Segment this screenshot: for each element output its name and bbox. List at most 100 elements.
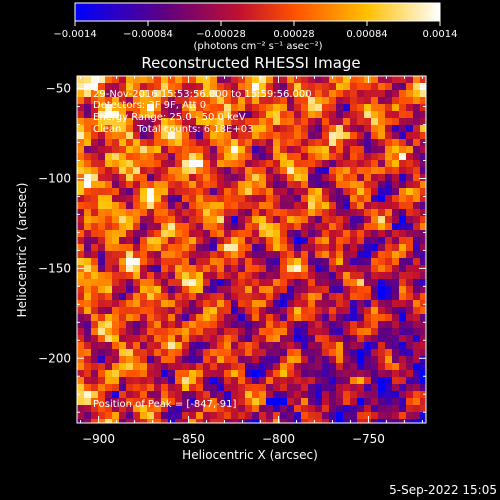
heatmap-cell [210, 223, 217, 230]
heatmap-cell [203, 314, 210, 321]
heatmap-cell [378, 293, 385, 300]
heatmap-cell [147, 216, 154, 223]
heatmap-cell [406, 195, 413, 202]
heatmap-cell [189, 398, 196, 405]
heatmap-cell [364, 328, 371, 335]
heatmap-cell [378, 181, 385, 188]
heatmap-cell [168, 132, 175, 139]
heatmap-cell [217, 363, 224, 370]
heatmap-cell [413, 314, 420, 321]
heatmap-cell [294, 216, 301, 223]
heatmap-cell [287, 104, 294, 111]
heatmap-cell [105, 321, 112, 328]
heatmap-cell [343, 405, 350, 412]
heatmap-cell [119, 174, 126, 181]
heatmap-cell [133, 321, 140, 328]
heatmap-cell [259, 223, 266, 230]
heatmap-cell [217, 111, 224, 118]
heatmap-cell [287, 265, 294, 272]
heatmap-cell [224, 349, 231, 356]
heatmap-cell [140, 412, 147, 419]
heatmap-cell [273, 111, 280, 118]
heatmap-cell [364, 174, 371, 181]
heatmap-cell [196, 405, 203, 412]
heatmap-cell [294, 293, 301, 300]
heatmap-cell [420, 111, 426, 118]
heatmap-cell [119, 405, 126, 412]
heatmap-cell [245, 265, 252, 272]
heatmap-cell [77, 349, 84, 356]
heatmap-cell [287, 76, 294, 83]
heatmap-cell [154, 377, 161, 384]
heatmap-cell [413, 118, 420, 125]
heatmap-cell [329, 286, 336, 293]
heatmap-cell [280, 251, 287, 258]
heatmap-cell [154, 419, 161, 423]
heatmap-cell [343, 300, 350, 307]
heatmap-cell [112, 125, 119, 132]
heatmap-cell [266, 342, 273, 349]
heatmap-cell [238, 286, 245, 293]
heatmap-cell [308, 279, 315, 286]
heatmap-cell [84, 230, 91, 237]
heatmap-cell [413, 286, 420, 293]
heatmap-cell [350, 272, 357, 279]
heatmap-cell [259, 370, 266, 377]
heatmap-cell [189, 356, 196, 363]
heatmap-cell [175, 153, 182, 160]
heatmap-cell [392, 286, 399, 293]
heatmap-cell [147, 146, 154, 153]
heatmap-cell [294, 153, 301, 160]
heatmap-cell [315, 202, 322, 209]
heatmap-cell [371, 370, 378, 377]
heatmap-cell [301, 384, 308, 391]
heatmap-cell [273, 83, 280, 90]
heatmap-cell [357, 111, 364, 118]
heatmap-cell [413, 125, 420, 132]
heatmap-cell [392, 125, 399, 132]
heatmap-cell [119, 356, 126, 363]
heatmap-cell [350, 286, 357, 293]
heatmap-cell [329, 153, 336, 160]
heatmap-cell [196, 118, 203, 125]
heatmap-cell [371, 258, 378, 265]
heatmap-cell [147, 104, 154, 111]
heatmap-cell [112, 328, 119, 335]
heatmap-cell [385, 258, 392, 265]
heatmap-cell [245, 83, 252, 90]
heatmap-cell [385, 251, 392, 258]
heatmap-cell [77, 300, 84, 307]
heatmap-cell [259, 335, 266, 342]
heatmap-cell [210, 307, 217, 314]
heatmap-cell [294, 251, 301, 258]
heatmap-cell [245, 139, 252, 146]
heatmap-cell [273, 146, 280, 153]
heatmap-cell [287, 398, 294, 405]
heatmap-cell [91, 209, 98, 216]
heatmap-cell [231, 356, 238, 363]
heatmap-cell [175, 146, 182, 153]
heatmap-cell [315, 90, 322, 97]
heatmap-cell [301, 132, 308, 139]
heatmap-cell [280, 363, 287, 370]
heatmap-cell [371, 244, 378, 251]
heatmap-cell [77, 195, 84, 202]
heatmap-cell [357, 118, 364, 125]
heatmap-cell [357, 251, 364, 258]
heatmap-cell [175, 279, 182, 286]
heatmap-cell [385, 244, 392, 251]
heatmap-cell [238, 265, 245, 272]
heatmap-cell [343, 216, 350, 223]
heatmap-cell [217, 139, 224, 146]
heatmap-cell [378, 167, 385, 174]
heatmap-cell [392, 153, 399, 160]
heatmap-cell [133, 258, 140, 265]
heatmap-cell [301, 195, 308, 202]
heatmap-cell [238, 307, 245, 314]
heatmap-cell [329, 321, 336, 328]
heatmap-cell [420, 174, 426, 181]
heatmap-cell [343, 265, 350, 272]
heatmap-cell [217, 188, 224, 195]
heatmap-cell [280, 223, 287, 230]
heatmap-cell [231, 307, 238, 314]
